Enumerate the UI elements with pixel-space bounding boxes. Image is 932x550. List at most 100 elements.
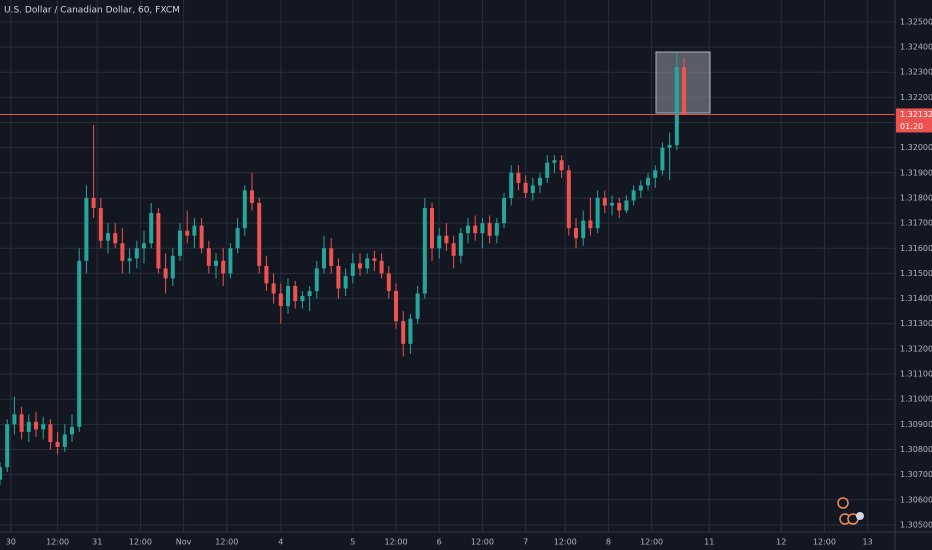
candle-body [646, 177, 651, 186]
y-tick-label: 1.32400 [900, 43, 932, 52]
candle-body [408, 318, 413, 344]
candle-body [293, 285, 298, 302]
x-tick-label: 31 [92, 538, 102, 547]
last-price-box [896, 108, 932, 121]
x-tick-label: 6 [437, 538, 442, 547]
y-tick-label: 1.30600 [900, 495, 932, 504]
candle-body [106, 233, 111, 241]
candle-body [487, 223, 492, 236]
candle-body [624, 200, 629, 211]
x-tick-label: 12 [776, 538, 786, 547]
icon [837, 497, 849, 509]
candle-body [242, 190, 247, 229]
candle-body [566, 170, 571, 229]
candle-body [0, 467, 2, 480]
y-tick-label: 1.31500 [900, 269, 932, 278]
x-tick-label: 5 [350, 538, 355, 547]
candle-body [401, 321, 406, 344]
candle-body [602, 197, 607, 206]
candle-body [91, 197, 96, 209]
candle-body [156, 213, 161, 269]
candle-body [610, 202, 615, 206]
candle-body [55, 441, 60, 447]
candle-body [372, 258, 377, 261]
last-price-label: 1.32132 [900, 110, 932, 119]
candle-body [444, 235, 449, 244]
candle-body [379, 260, 384, 274]
candle-body [19, 414, 24, 432]
candle-body [199, 225, 204, 249]
candle-body [336, 265, 341, 289]
candle-body [466, 225, 471, 234]
logo-icons [837, 497, 864, 525]
candle-body [559, 160, 564, 171]
candle-body [192, 225, 197, 236]
y-tick-label: 1.31200 [900, 344, 932, 353]
candle-body [98, 208, 103, 241]
candle-body [178, 230, 183, 256]
candle-body [300, 296, 305, 302]
x-tick-label: 12:00 [813, 538, 836, 547]
candle-body [473, 225, 478, 234]
candle-body [235, 228, 240, 249]
y-tick-label: 1.30800 [900, 445, 932, 454]
candle-body [314, 268, 319, 292]
candle-body [394, 291, 399, 322]
y-tick-label: 1.32300 [900, 68, 932, 77]
candle-body [286, 285, 291, 307]
y-tick-label: 1.31100 [900, 370, 932, 379]
candle-body [84, 197, 89, 261]
candle-body [214, 260, 219, 266]
y-tick-label: 1.31600 [900, 244, 932, 253]
candle-body [682, 67, 687, 115]
candle-body [631, 190, 636, 201]
candle-body [365, 258, 370, 269]
y-tick-label: 1.31400 [900, 294, 932, 303]
candle-body [530, 185, 535, 193]
x-tick-label: 12:00 [640, 538, 663, 547]
candle-body [70, 426, 75, 435]
candle-body [545, 162, 550, 178]
x-tick-label: 7 [523, 538, 528, 547]
x-tick-label: 12:00 [46, 538, 69, 547]
candle-body [674, 67, 679, 146]
y-tick-label: 1.32000 [900, 143, 932, 152]
x-tick-label: 12:00 [215, 538, 238, 547]
candle-body [5, 424, 10, 468]
candle-body [113, 233, 118, 244]
candle-body [134, 248, 139, 259]
candle-body [228, 248, 233, 274]
candle-body [329, 248, 334, 266]
candle-body [26, 421, 31, 432]
icon [856, 512, 864, 520]
candle-body [422, 208, 427, 294]
candle-body [538, 177, 543, 186]
candle-body [451, 243, 456, 256]
candle-body [221, 260, 226, 274]
candle-body [170, 255, 175, 279]
candle-body [552, 160, 557, 163]
axes: 1.30500 1.30600 1.30700 1.30800 1.30900 1.310… [6, 17, 932, 547]
candle-body [250, 190, 255, 203]
candle-body [350, 263, 355, 276]
candles [0, 52, 895, 485]
candle-body [62, 434, 67, 447]
candle-body [41, 424, 46, 430]
candle-body [458, 233, 463, 256]
x-tick-label: 11 [704, 538, 714, 547]
candle-body [271, 283, 276, 294]
x-tick-label: 4 [278, 538, 283, 547]
candle-body [257, 202, 262, 266]
candle-body [415, 293, 420, 319]
candle-body [617, 202, 622, 211]
candle-body [516, 172, 521, 183]
x-tick-label: 12:00 [129, 538, 152, 547]
candle-body [638, 185, 643, 191]
y-tick-label: 1.30500 [900, 520, 932, 529]
candle-body [149, 213, 154, 244]
candle-body [12, 414, 17, 425]
y-tick-label: 1.32500 [900, 17, 932, 26]
y-tick-label: 1.31800 [900, 193, 932, 202]
